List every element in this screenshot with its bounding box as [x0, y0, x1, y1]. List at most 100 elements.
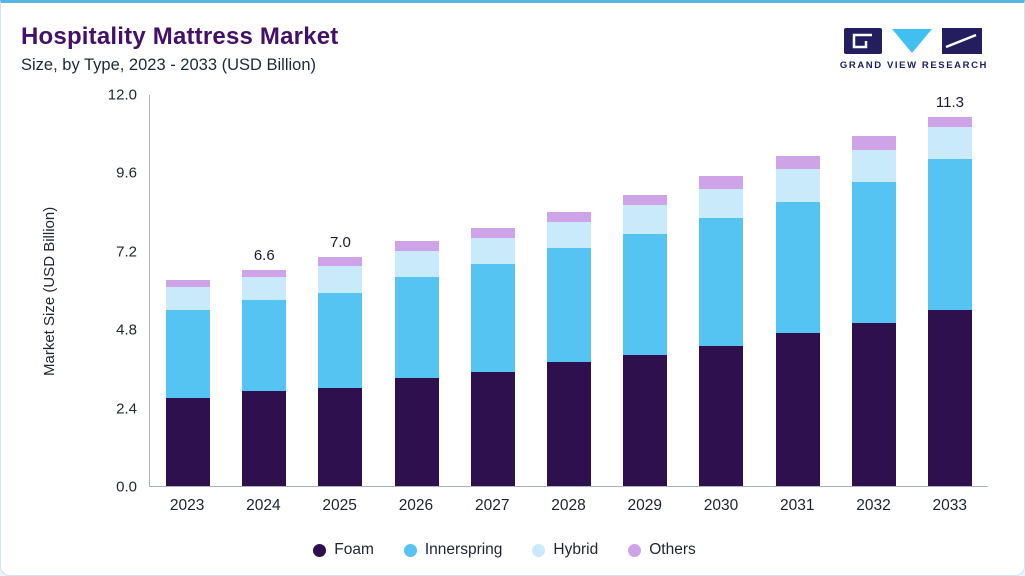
- bar-stack: [394, 241, 439, 486]
- bar-segment-foam: [699, 345, 744, 486]
- bar-segment-foam: [242, 391, 287, 486]
- bar-segment-innerspring: [927, 159, 972, 310]
- bar-segment-others: [851, 136, 896, 150]
- bar-segment-hybrid: [470, 237, 515, 264]
- bar-segment-innerspring: [699, 218, 744, 346]
- bar-segment-innerspring: [470, 263, 515, 372]
- bar-segment-hybrid: [547, 221, 592, 248]
- y-tick-label: 2.4: [116, 400, 137, 418]
- bar-segment-others: [927, 116, 972, 127]
- bar-segment-hybrid: [242, 276, 287, 300]
- bar-segment-innerspring: [851, 182, 896, 323]
- y-tick-label: 4.8: [116, 321, 137, 339]
- bar-column-2031: [760, 95, 836, 486]
- bar-segment-innerspring: [623, 234, 668, 356]
- legend-item-others: Others: [628, 541, 696, 559]
- x-axis-labels: 2023 2024 2025 2026 2027 2028 2029 2030 2031 2032…: [149, 487, 988, 523]
- page-title: Hospitality Mattress Market: [21, 23, 339, 50]
- bar-segment-foam: [166, 397, 211, 486]
- brand-name: GRAND VIEW RESEARCH: [839, 60, 988, 71]
- bar-segment-innerspring: [166, 309, 211, 398]
- plot-area: 6.6 7.0 11.3: [149, 93, 988, 487]
- x-tick-label: 2027: [474, 497, 510, 514]
- x-tick-label: 2026: [398, 497, 434, 514]
- bar-stack: [242, 270, 287, 486]
- bar-stack: [547, 211, 592, 486]
- gvr-logo: GRAND VIEW RESEARCH: [840, 27, 988, 71]
- bar-segment-innerspring: [547, 247, 592, 362]
- bar-segment-foam: [547, 361, 592, 486]
- bar-segment-innerspring: [394, 276, 439, 379]
- bar-stack: [851, 136, 896, 486]
- bar-stack: [699, 175, 744, 486]
- bar-segment-others: [166, 280, 211, 287]
- bar-stack: [166, 280, 211, 486]
- legend-swatch: [313, 543, 327, 557]
- bar-total-label: 7.0: [330, 234, 351, 252]
- bar-segment-foam: [851, 322, 896, 486]
- bar-segment-hybrid: [851, 149, 896, 183]
- bar-segment-others: [394, 241, 439, 251]
- x-tick-label: 2024: [246, 497, 281, 514]
- bar-segment-others: [699, 175, 744, 189]
- bar-segment-others: [318, 257, 363, 266]
- bar-segment-foam: [318, 388, 363, 486]
- bar-stack: [623, 195, 668, 486]
- legend-label: Others: [649, 541, 696, 558]
- x-tick-label: 2032: [856, 497, 891, 514]
- bar-segment-others: [470, 228, 515, 238]
- y-tick-label: 9.6: [116, 164, 137, 182]
- bar-column-2030: [683, 95, 759, 486]
- bar-column-2029: [607, 95, 683, 486]
- bar-stack: [775, 156, 820, 486]
- bar-column-2024: 6.6: [226, 95, 302, 486]
- bar-column-2032: [836, 95, 912, 486]
- legend-item-hybrid: Hybrid: [532, 541, 598, 559]
- bar-segment-hybrid: [318, 265, 363, 294]
- legend-item-innerspring: Innerspring: [403, 541, 503, 559]
- bar-segment-others: [775, 156, 820, 170]
- x-tick-label: 2028: [551, 497, 586, 514]
- legend-label: Foam: [334, 541, 374, 558]
- bar-stack: [318, 257, 363, 486]
- y-tick-label: 12.0: [107, 86, 137, 104]
- bar-column-2023: [150, 95, 226, 486]
- legend-swatch: [628, 543, 642, 557]
- bar-segment-hybrid: [166, 286, 211, 310]
- legend-swatch: [403, 543, 417, 557]
- x-tick-label: 2029: [627, 497, 662, 514]
- title-block: Hospitality Mattress Market Size, by Typ…: [21, 23, 339, 75]
- stacked-bar-chart: Market Size (USD Billion) 0.0 2.4 4.8 7.2 9.…: [21, 87, 988, 569]
- bar-stack: [470, 228, 515, 486]
- y-axis-ticks: 0.0 2.4 4.8 7.2 9.6 12.0: [77, 87, 149, 496]
- y-tick-label: 7.2: [116, 243, 137, 261]
- bar-segment-hybrid: [699, 188, 744, 219]
- chart-legend: Foam Innerspring Hybrid Others: [21, 523, 988, 569]
- legend-label: Hybrid: [553, 541, 599, 558]
- bar-column-2033: 11.3: [912, 93, 988, 486]
- bar-total-label: 11.3: [935, 93, 965, 111]
- bar-total-label: 6.6: [253, 247, 275, 265]
- bar-segment-others: [623, 195, 668, 206]
- legend-label: Innerspring: [424, 541, 503, 558]
- bar-segment-foam: [927, 309, 972, 486]
- bar-column-2027: [455, 95, 531, 486]
- y-tick-label: 0.0: [116, 478, 137, 496]
- legend-swatch: [532, 543, 546, 557]
- x-tick-label: 2025: [322, 497, 357, 514]
- chart-header: Hospitality Mattress Market Size, by Typ…: [21, 3, 988, 89]
- bar-segment-foam: [394, 378, 439, 486]
- x-tick-label: 2030: [703, 497, 739, 514]
- bar-segment-foam: [470, 371, 515, 486]
- bar-segment-hybrid: [394, 250, 439, 277]
- bar-column-2025: 7.0: [302, 95, 378, 486]
- bar-segment-innerspring: [242, 299, 287, 392]
- bar-segment-innerspring: [775, 201, 820, 333]
- x-tick-label: 2023: [169, 497, 205, 514]
- bar-segment-hybrid: [623, 205, 668, 235]
- legend-item-foam: Foam: [313, 541, 374, 559]
- x-tick-label: 2033: [932, 497, 968, 514]
- bar-column-2028: [531, 95, 607, 486]
- bar-column-2026: [379, 95, 455, 486]
